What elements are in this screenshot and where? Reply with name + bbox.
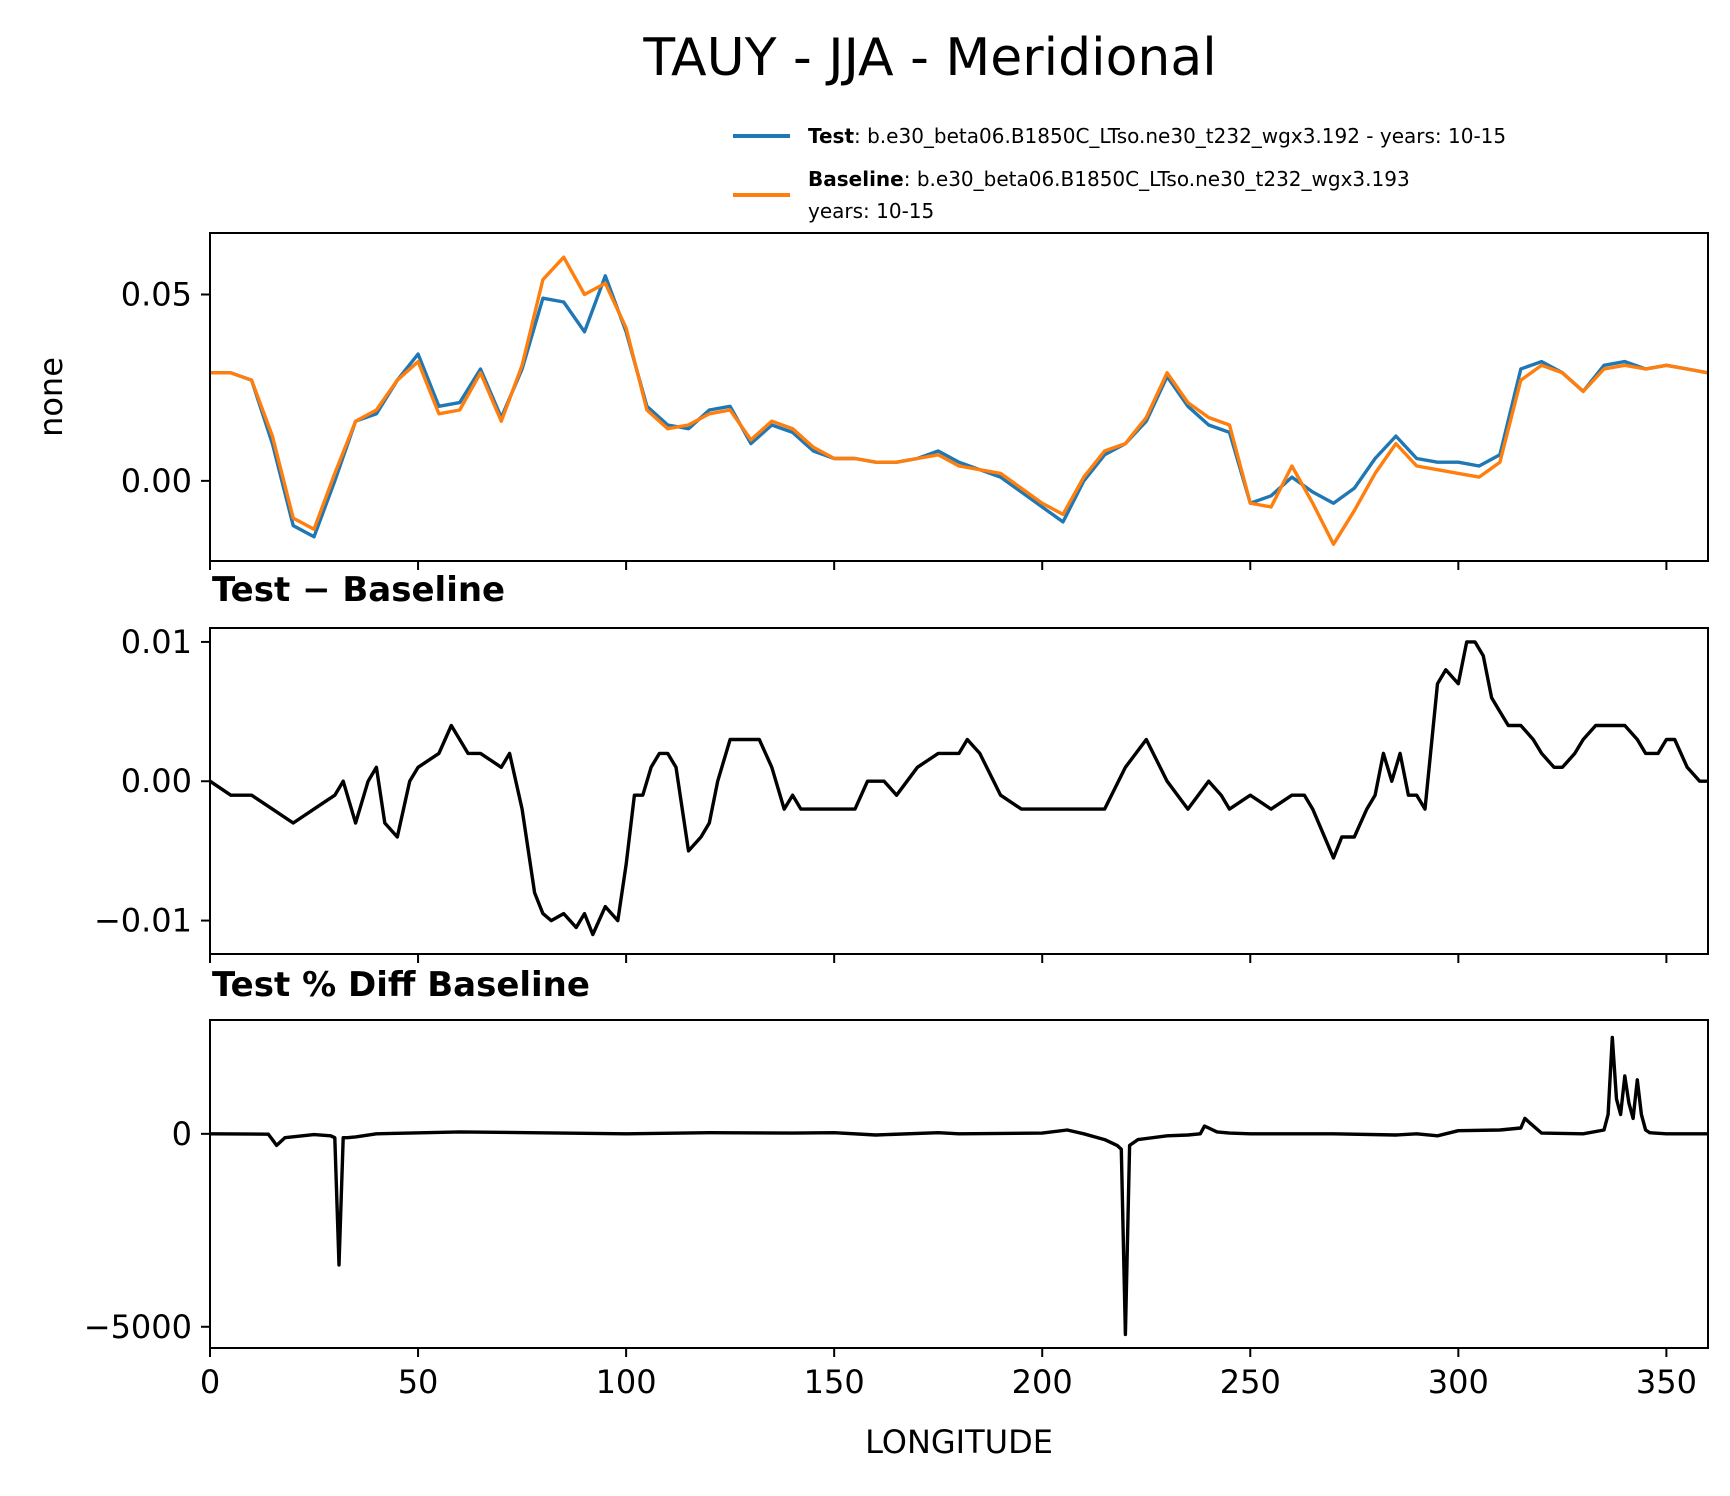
axes-frame (209, 232, 1709, 562)
x-tick-label: 100 (596, 1363, 657, 1401)
series-line-baseline (210, 255, 1708, 546)
panel-difference: −0.01 0.00 0.01 Test − Baseline (94, 570, 1709, 963)
figure-title: TAUY - JJA - Meridional (642, 28, 1216, 88)
x-axis-label: LONGITUDE (865, 1423, 1053, 1461)
axes-frame (209, 1019, 1709, 1349)
y-tick-label: −0.01 (94, 902, 192, 940)
series-line-test-baseline (210, 640, 1708, 937)
x-tick-label: 300 (1428, 1363, 1489, 1401)
series-line-test (210, 274, 1708, 539)
y-tick-label: 0 (172, 1115, 192, 1153)
x-tick-label: 350 (1636, 1363, 1697, 1401)
x-tick-label: 150 (804, 1363, 865, 1401)
legend-test-text: : b.e30_beta06.B1850C_LTso.ne30_t232_wgx… (854, 124, 1506, 148)
panel-title: Test % Diff Baseline (212, 965, 590, 1005)
legend-test-name: Test (808, 124, 854, 148)
x-tick-label: 200 (1012, 1363, 1073, 1401)
y-tick-label: 0.05 (121, 276, 192, 314)
x-tick-label: 0 (200, 1363, 220, 1401)
svg-text:Baseline: b.e30_beta06.B1850C_: Baseline: b.e30_beta06.B1850C_LTso.ne30_… (808, 167, 1410, 191)
panel-title: Test − Baseline (212, 570, 505, 610)
y-tick-label: −5000 (84, 1308, 192, 1346)
y-tick-label: 0.01 (121, 623, 192, 661)
y-tick-label: 0.00 (121, 762, 192, 800)
x-tick-label: 50 (398, 1363, 439, 1401)
legend-baseline-name: Baseline (808, 167, 904, 191)
series-line-test-diff-baseline (210, 1035, 1708, 1337)
y-tick-label: 0.00 (121, 462, 192, 500)
axes-frame (209, 627, 1709, 955)
x-tick-label: 250 (1220, 1363, 1281, 1401)
svg-text:Test: b.e30_beta06.B1850C_LTso: Test: b.e30_beta06.B1850C_LTso.ne30_t232… (808, 124, 1506, 148)
legend-baseline-text: : b.e30_beta06.B1850C_LTso.ne30_t232_wgx… (904, 167, 1410, 191)
panel-tauy: 0.00 0.05 none (32, 232, 1709, 570)
legend-baseline-text-2: years: 10-15 (808, 199, 934, 223)
y-axis-label: none (32, 357, 70, 437)
legend: Test: b.e30_beta06.B1850C_LTso.ne30_t232… (733, 124, 1506, 223)
